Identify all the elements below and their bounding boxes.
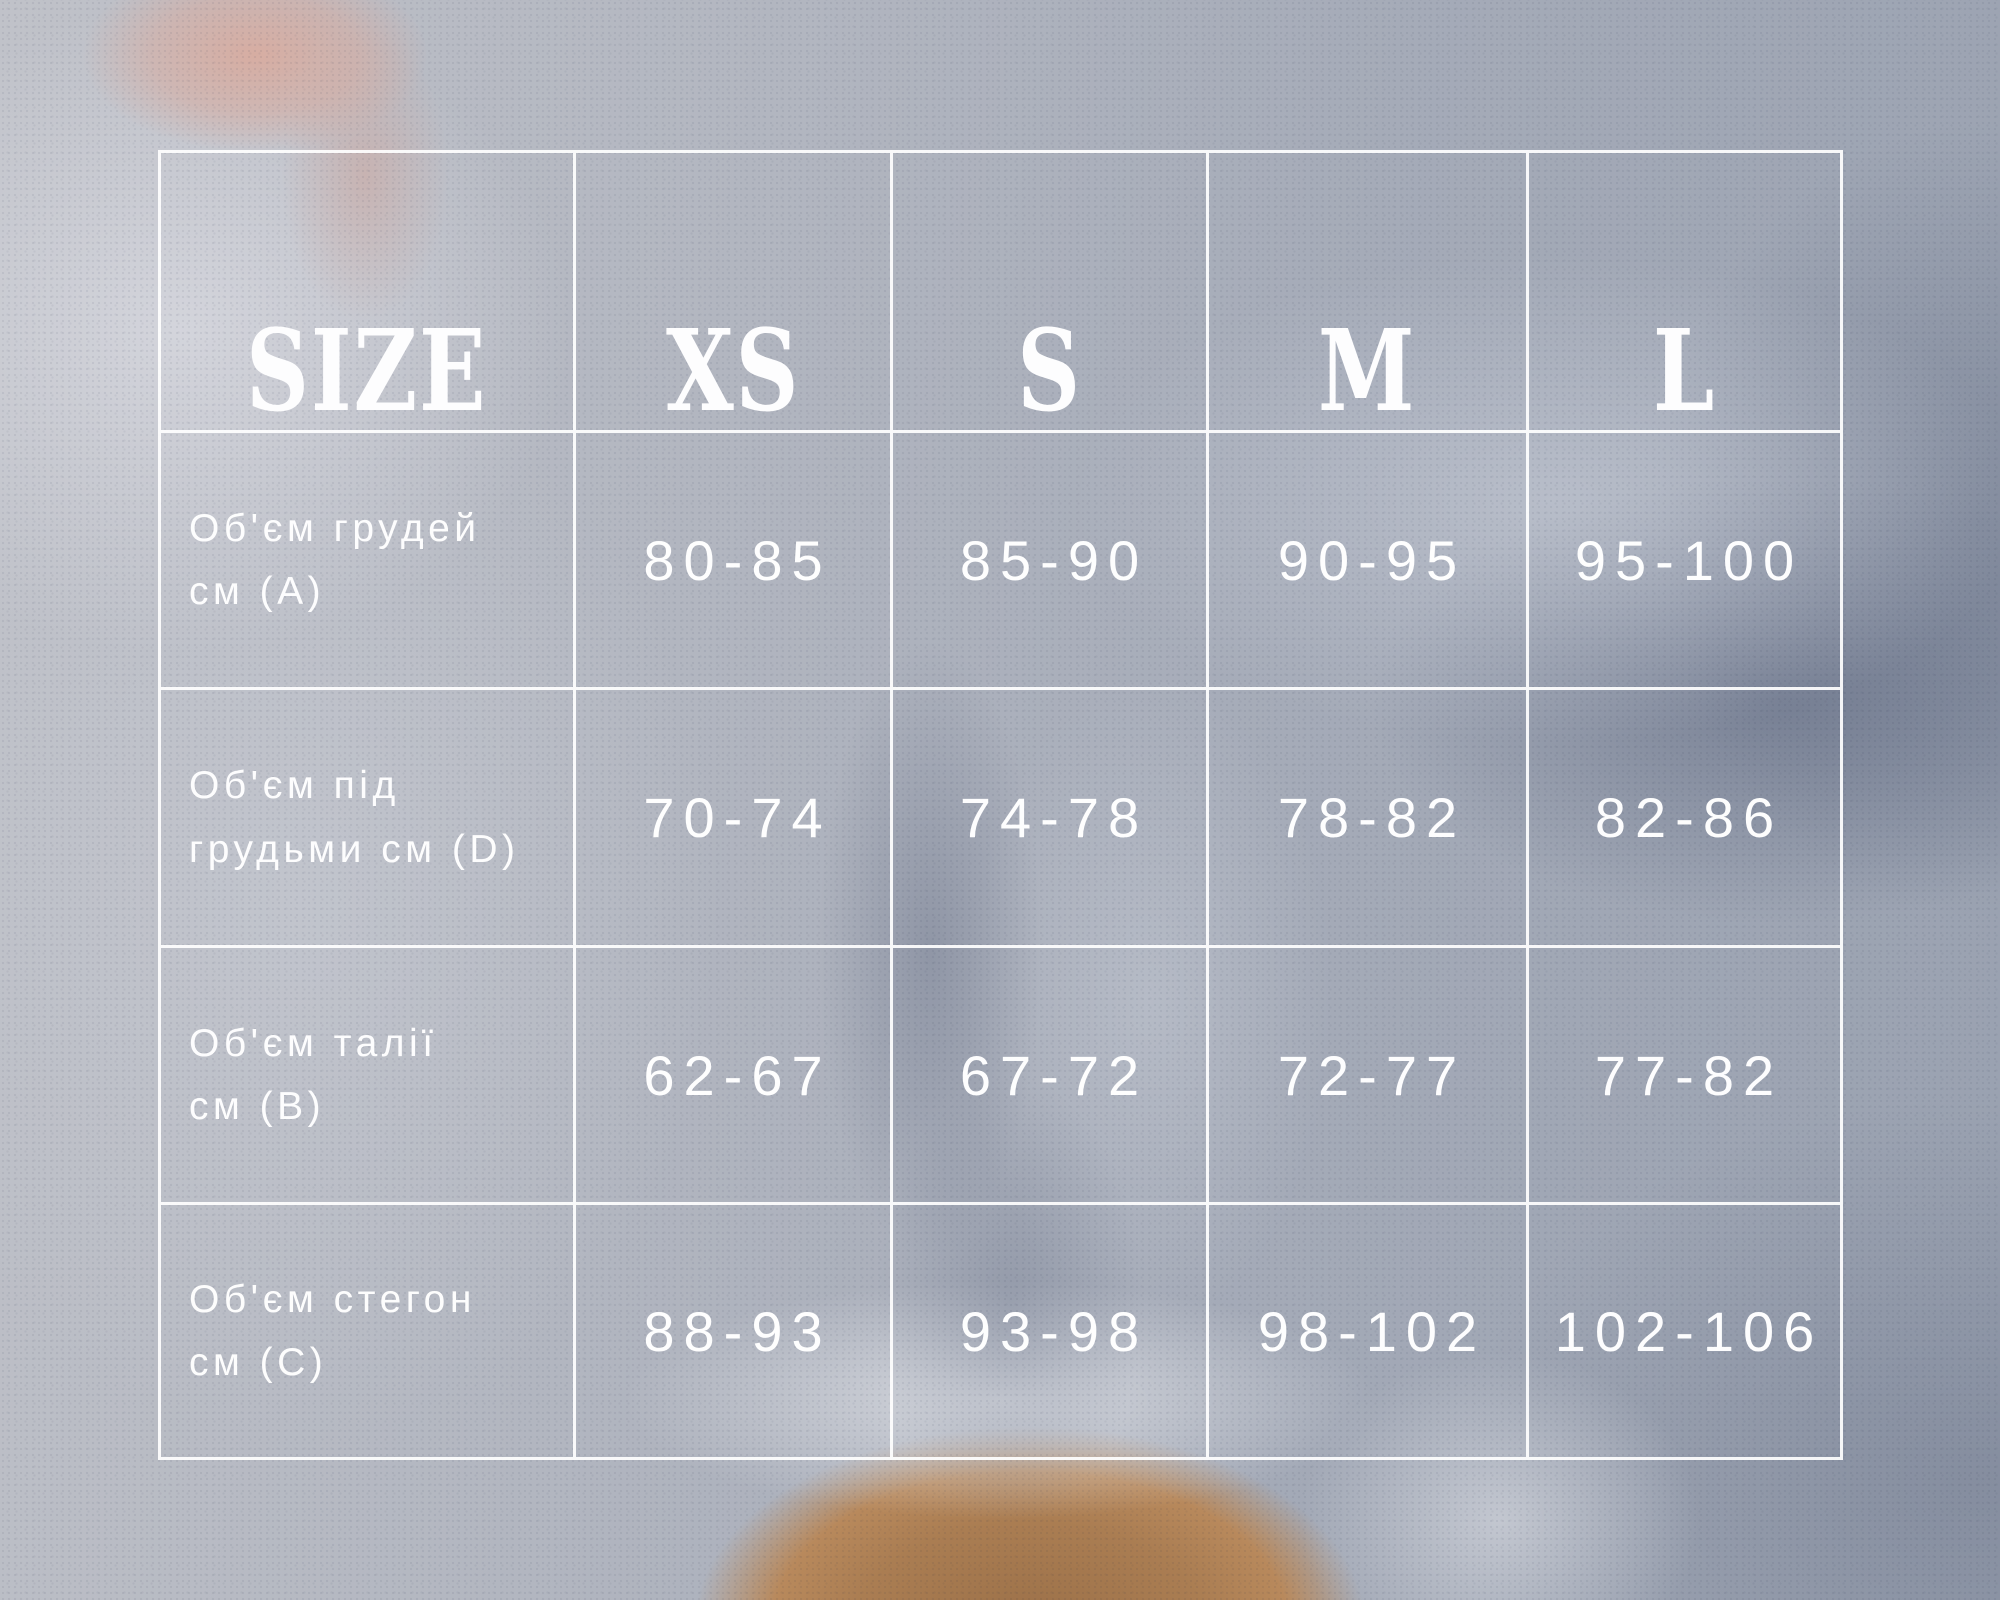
size-value: 98-102 [1257,1299,1487,1363]
chest-l-cell: 95-100 [1529,433,1840,690]
size-value: 77-82 [1594,1043,1784,1107]
size-value: 90-95 [1277,528,1467,592]
size-value: 62-67 [643,1043,832,1107]
underbust-xs-cell: 70-74 [576,690,893,948]
header-label-m: M [1318,306,1417,437]
hips-xs-cell: 88-93 [576,1205,893,1457]
size-value: 74-78 [959,786,1149,849]
header-cell-m: M [1209,153,1529,433]
underbust-m-cell: 78-82 [1209,690,1529,948]
waist-s-cell: 67-72 [893,948,1209,1205]
row-waist-label-cell: Об'єм талії см (В) [161,948,576,1205]
size-value: 67-72 [959,1043,1149,1107]
header-cell-s: S [893,153,1209,433]
waist-xs-cell: 62-67 [576,948,893,1205]
measurement-label: Об'єм грудей [189,506,481,550]
waist-l-cell: 77-82 [1529,948,1840,1205]
header-label-s: S [1017,306,1082,437]
measurement-label: Об'єм талії [189,1021,438,1065]
hips-m-cell: 98-102 [1209,1205,1529,1457]
measurement-label: грудьми см (D) [189,827,520,871]
header-label-xs: XS [665,306,801,437]
underbust-s-cell: 74-78 [893,690,1209,948]
size-value: 88-93 [643,1299,832,1363]
hips-l-cell: 102-106 [1529,1205,1840,1457]
underbust-l-cell: 82-86 [1529,690,1840,948]
chest-xs-cell: 80-85 [576,433,893,690]
header-label-l: L [1652,306,1717,437]
size-value: 95-100 [1574,528,1804,592]
size-value: 85-90 [959,528,1149,592]
hips-s-cell: 93-98 [893,1205,1209,1457]
row-underbust-label-cell: Об'єм під грудьми см (D) [161,690,576,948]
size-value: 82-86 [1594,786,1784,849]
size-value: 102-106 [1554,1299,1824,1363]
measurement-label: см (В) [189,1085,326,1128]
size-value: 78-82 [1277,786,1467,849]
size-value: 70-74 [643,786,832,849]
waist-m-cell: 72-77 [1209,948,1529,1205]
size-value: 80-85 [643,528,832,592]
size-value: 72-77 [1277,1043,1467,1107]
header-cell-xs: XS [576,153,893,433]
measurement-label: Об'єм стегон [189,1277,476,1321]
header-label-size: SIZE [246,306,488,437]
chest-s-cell: 85-90 [893,433,1209,690]
size-chart-table: SIZE XS S M L Об'єм грудей см (А) 80-85 … [158,150,1843,1460]
header-cell-l: L [1529,153,1840,433]
measurement-label: Об'єм під [189,764,400,808]
header-cell-size: SIZE [161,153,576,433]
size-value: 93-98 [959,1299,1149,1363]
row-chest-label-cell: Об'єм грудей см (А) [161,433,576,690]
measurement-label: см (С) [189,1341,328,1384]
chest-m-cell: 90-95 [1209,433,1529,690]
measurement-label: см (А) [189,570,326,613]
row-hips-label-cell: Об'єм стегон см (С) [161,1205,576,1457]
